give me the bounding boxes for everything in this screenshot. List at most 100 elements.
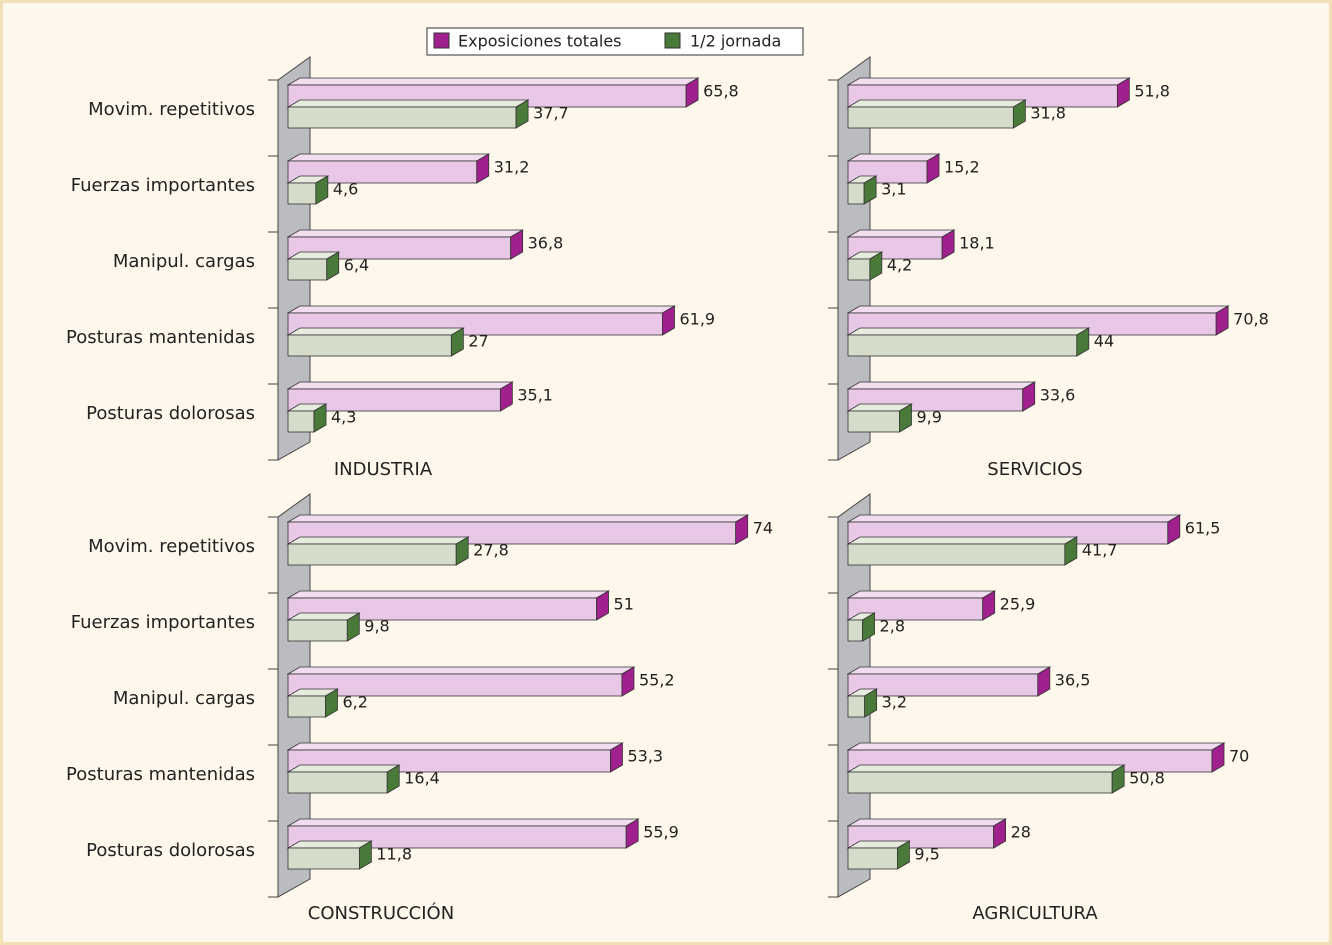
bar-side [1211,742,1225,773]
panel-title: CONSTRUCCIÓN [308,902,454,924]
bar-top [286,536,470,545]
bar-side [982,590,996,621]
bar-top [286,153,491,162]
category-label: Manipul. cargas [113,251,255,272]
bar-side [450,327,464,357]
bar-top [846,818,1008,827]
value-label: 27 [468,332,488,351]
value-label: 27,8 [473,541,509,560]
bar-top [286,229,525,238]
bar-side [1022,381,1036,412]
bar-face [847,543,1066,566]
value-label: 35,1 [517,386,553,405]
value-label: 51,8 [1134,82,1170,101]
value-label: 28 [1011,823,1031,842]
bar-side [625,818,639,849]
legend-box [426,27,804,56]
bar-side [510,229,524,260]
value-label: 4,6 [333,180,358,199]
bar-top [846,536,1079,545]
bar-face [287,410,315,433]
bar-side [1111,764,1125,794]
bar-face [847,106,1014,129]
value-label: 9,8 [364,617,389,636]
panel-title: SERVICIOS [987,459,1082,480]
bar-top [286,742,624,751]
bar [286,153,491,184]
value-label: 25,9 [1000,595,1036,614]
value-label: 44 [1094,332,1114,351]
bar-side [685,77,699,108]
value-label: 37,7 [533,104,569,123]
value-label: 2,8 [880,617,905,636]
bar [286,666,636,697]
value-label: 33,6 [1040,386,1076,405]
bar [846,764,1126,794]
value-label: 65,8 [703,82,739,101]
bar [846,403,913,433]
category-label: Posturas dolorosas [86,840,255,861]
bar-top [846,764,1126,773]
bar-top [846,305,1230,314]
value-label: 70 [1229,747,1249,766]
bar-side [610,742,623,773]
bar-side [864,688,878,718]
bar [846,840,911,870]
bar [286,403,328,433]
bar-top [286,818,640,827]
bar [846,99,1027,129]
category-label: Posturas mantenidas [66,327,255,348]
bar-side [662,305,675,336]
bar-face [847,771,1113,794]
legend-swatch [664,32,681,49]
value-label: 36,5 [1055,671,1091,690]
category-label: Posturas dolorosas [86,403,255,424]
bar-top [286,764,401,773]
bar-side [1012,99,1026,129]
bar-side [455,536,469,566]
bar-side [1167,514,1181,545]
bar-top [846,514,1182,523]
category-label: Movim. repetitivos [88,99,255,120]
bar-side [1064,536,1078,566]
bar-face [847,182,865,205]
panel-title: AGRICULTURA [972,903,1098,924]
bar [286,305,676,336]
bar [846,327,1091,357]
bar [286,327,465,357]
bar-side [476,153,490,184]
bar-side [326,251,340,281]
bar-face [847,258,871,281]
bar-face [847,847,898,870]
bar-top [286,327,465,336]
bar-top [286,99,530,108]
bar-side [358,840,372,870]
value-label: 3,2 [882,693,907,712]
legend-label: 1/2 jornada [690,32,781,51]
category-label: Posturas mantenidas [66,764,255,785]
value-label: 55,2 [639,671,675,690]
bar-side [1076,327,1090,357]
bar-side [897,840,910,870]
bar-side [1116,77,1130,108]
value-label: 3,1 [881,180,906,199]
bar-face [287,182,317,205]
bar-top [846,381,1037,390]
bar-top [846,77,1131,86]
bar-top [286,840,373,849]
bar-side [735,514,749,545]
bar-top [286,514,750,523]
bar-side [1037,666,1051,697]
value-label: 70,8 [1233,310,1269,329]
value-label: 36,8 [528,234,564,253]
bar-side [1215,305,1229,336]
value-label: 9,5 [914,845,939,864]
value-label: 6,4 [344,256,369,275]
bar-side [315,175,329,205]
value-label: 4,3 [331,408,356,427]
bar [286,99,530,129]
bar-side [515,99,529,129]
bar-side [863,175,877,205]
bar [286,590,611,621]
